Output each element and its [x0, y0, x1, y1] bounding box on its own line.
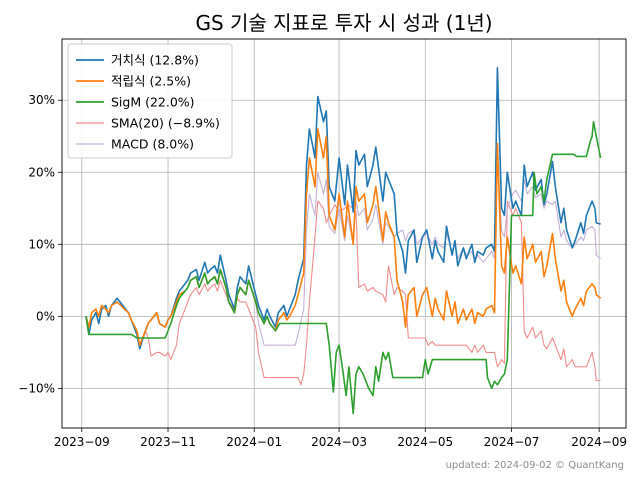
x-axis: 2023−09 2023−11 2024−01 2024−03 2024−05 2024−… [54, 428, 627, 449]
chart-title: GS 기술 지표로 투자 시 성과 (1년) [195, 11, 492, 35]
x-tick-label: 2023−09 [54, 435, 110, 449]
legend-label: 거치식 (12.8%) [111, 53, 199, 68]
legend: 거치식 (12.8%) 적립식 (2.5%) SigM (22.0%) SMA(20)… [67, 43, 233, 159]
x-tick-label: 2023−11 [140, 435, 196, 449]
legend-box [67, 43, 233, 159]
y-tick-label: 10% [28, 237, 55, 251]
legend-label: SigM (22.0%) [111, 95, 195, 110]
series-line-2 [85, 121, 602, 415]
y-tick-label: −10% [18, 381, 55, 395]
y-tick-label: 20% [28, 165, 55, 179]
plot-frame [61, 38, 627, 429]
x-tick-label: 2024−01 [226, 435, 282, 449]
y-axis: −10% 0% 10% 20% 30% [18, 93, 62, 395]
series-lines [85, 67, 602, 415]
legend-label: 적립식 (2.5%) [111, 74, 191, 89]
series-line-3 [85, 200, 601, 386]
legend-label: MACD (8.0%) [111, 137, 194, 152]
series-line-1 [85, 128, 602, 347]
y-tick-label: 0% [36, 309, 55, 323]
update-credit: updated: 2024-09-02 © QuantKang [446, 460, 624, 471]
y-tick-label: 30% [28, 93, 55, 107]
x-tick-label: 2024−05 [397, 435, 453, 449]
x-tick-label: 2024−03 [311, 435, 367, 449]
legend-label: SMA(20) (−8.9%) [111, 116, 220, 131]
x-tick-label: 2024−09 [571, 435, 627, 449]
x-tick-label: 2024−07 [484, 435, 540, 449]
